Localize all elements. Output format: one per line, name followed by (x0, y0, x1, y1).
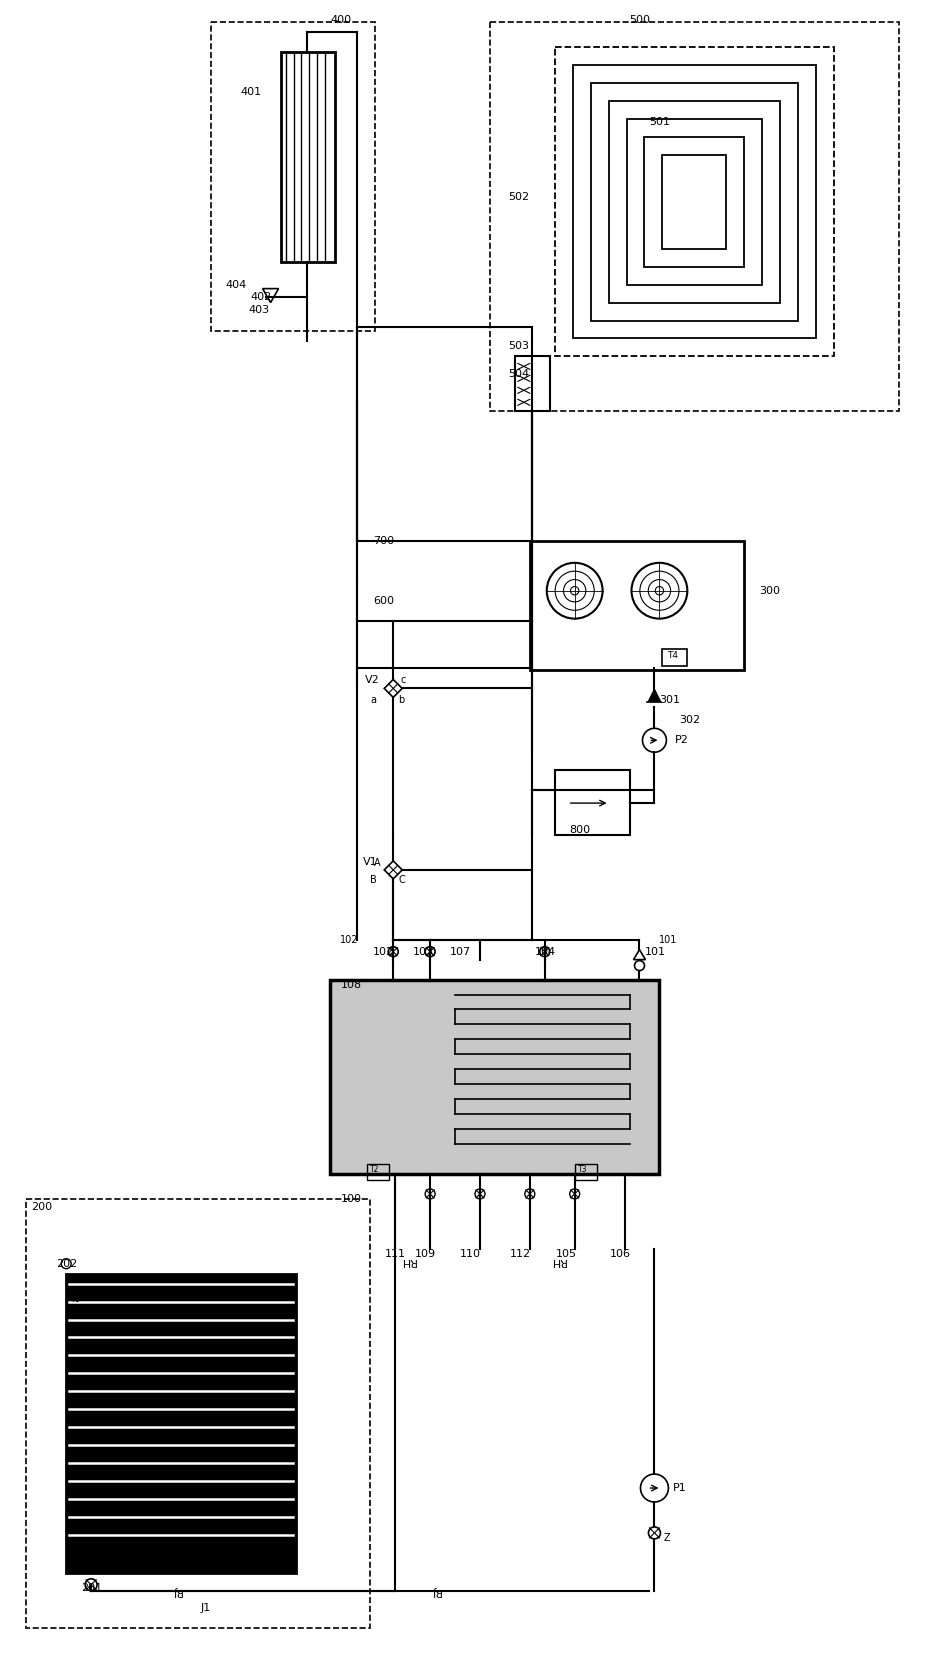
Text: T3: T3 (577, 1166, 587, 1174)
Bar (280, 52, 335, 261)
Bar (515, 356, 550, 411)
Bar (662, 649, 687, 667)
Text: c: c (400, 675, 405, 685)
Text: 108: 108 (340, 980, 361, 989)
Bar (555, 770, 630, 835)
Text: 101: 101 (644, 946, 665, 956)
Text: T4: T4 (668, 650, 678, 660)
Bar (574, 1164, 597, 1181)
Text: 201: 201 (81, 1583, 103, 1593)
Bar (26, 1199, 370, 1628)
Text: RH: RH (550, 1256, 566, 1266)
Bar (490, 22, 899, 411)
Text: 501: 501 (649, 116, 671, 126)
Text: RJ: RJ (431, 1587, 441, 1596)
Text: J1: J1 (201, 1603, 211, 1613)
Text: RJ: RJ (171, 1587, 182, 1596)
Text: a: a (370, 695, 376, 705)
Bar (530, 540, 744, 670)
Bar (331, 980, 659, 1174)
Text: 100: 100 (340, 1194, 361, 1204)
Text: 800: 800 (570, 825, 591, 835)
Text: P2: P2 (674, 735, 688, 745)
Text: 103: 103 (413, 946, 434, 956)
Bar (644, 136, 744, 266)
Text: 301: 301 (659, 695, 681, 705)
Bar (609, 101, 780, 303)
Text: 700: 700 (374, 535, 394, 545)
Text: 502: 502 (508, 191, 529, 201)
Text: 102: 102 (374, 946, 394, 956)
Text: V2: V2 (365, 675, 380, 685)
Text: 503: 503 (508, 341, 529, 351)
Text: 102: 102 (340, 935, 359, 945)
Text: 402: 402 (250, 291, 272, 301)
Text: C: C (398, 875, 405, 885)
Text: 109: 109 (415, 1249, 436, 1259)
Text: 302: 302 (679, 715, 700, 725)
Bar (662, 155, 727, 249)
Bar (367, 1164, 389, 1181)
Text: 111: 111 (385, 1249, 406, 1259)
Text: 504: 504 (508, 369, 529, 379)
Text: b: b (398, 695, 404, 705)
Text: A: A (375, 858, 381, 868)
Text: 104: 104 (535, 946, 556, 956)
Polygon shape (648, 690, 660, 702)
Text: 300: 300 (759, 585, 780, 595)
Text: 101: 101 (659, 935, 678, 945)
Text: 105: 105 (556, 1249, 576, 1259)
Bar (211, 22, 375, 331)
Text: 400: 400 (331, 15, 351, 25)
Bar (66, 1274, 295, 1573)
Text: 112: 112 (510, 1249, 531, 1259)
Text: B: B (370, 875, 377, 885)
Text: RH: RH (400, 1256, 417, 1266)
Text: P1: P1 (672, 1483, 686, 1493)
Bar (555, 47, 834, 356)
Text: V1: V1 (363, 856, 378, 866)
Text: 403: 403 (248, 304, 270, 314)
Text: 200: 200 (32, 1202, 52, 1212)
Text: 600: 600 (374, 595, 394, 605)
Text: 404: 404 (226, 279, 247, 289)
Text: 500: 500 (630, 15, 650, 25)
Text: 401: 401 (241, 86, 262, 96)
Bar (68, 1294, 88, 1309)
Bar (573, 65, 816, 339)
Text: 107: 107 (450, 946, 471, 956)
Bar (590, 83, 798, 321)
Text: 106: 106 (610, 1249, 630, 1259)
Bar (627, 120, 762, 284)
Bar (331, 980, 659, 1174)
Text: 202: 202 (56, 1259, 78, 1269)
Text: 110: 110 (460, 1249, 481, 1259)
Text: T2: T2 (370, 1166, 379, 1174)
Text: T1: T1 (71, 1294, 80, 1304)
Text: Z: Z (663, 1533, 670, 1543)
